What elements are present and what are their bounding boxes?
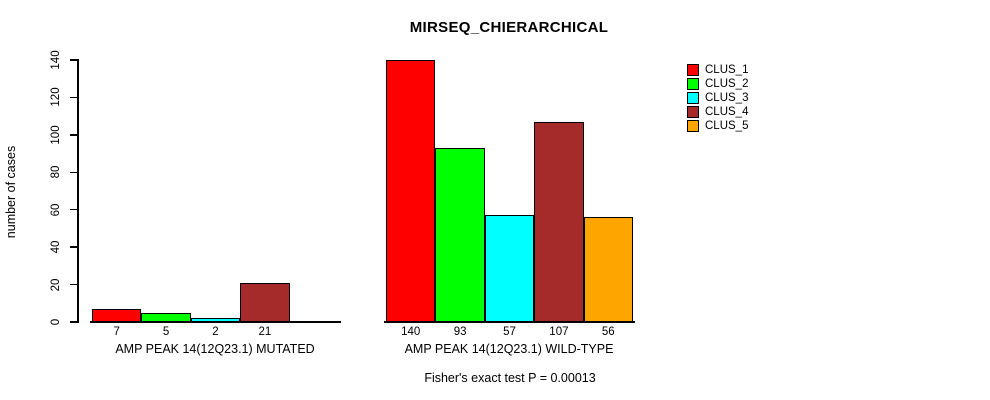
bar-clus_2 <box>435 148 485 322</box>
legend-item-label: CLUS_2 <box>705 78 749 90</box>
bar-value-label: 5 <box>162 326 170 338</box>
bar-clus_3 <box>190 318 241 322</box>
bar-clus_5 <box>583 217 633 322</box>
bar-clus_4 <box>534 122 584 322</box>
bar-value-label: 93 <box>453 326 467 338</box>
y-tick <box>70 96 78 99</box>
legend-item-label: CLUS_1 <box>705 64 749 76</box>
y-tick-label: 140 <box>50 50 62 70</box>
x-axis-label-wild-type: AMP PEAK 14(12Q23.1) WILD-TYPE <box>404 342 614 356</box>
y-tick-label: 0 <box>50 318 62 326</box>
y-axis-label: number of cases <box>4 145 18 239</box>
bar-value-label: 57 <box>503 326 516 338</box>
legend-item: CLUS_1 <box>687 63 748 77</box>
bar-clus_1 <box>92 309 142 322</box>
bar-clus_1 <box>386 60 436 322</box>
y-tick <box>70 171 78 174</box>
bar-value-label: 56 <box>601 326 615 338</box>
y-axis-line <box>77 59 79 323</box>
bar-value-label: 140 <box>401 326 421 338</box>
bar-clus_3 <box>484 215 535 322</box>
x-axis-line <box>384 321 635 323</box>
y-tick <box>70 134 78 136</box>
bar-clus_2 <box>141 313 191 322</box>
y-tick-label: 120 <box>50 87 62 108</box>
x-axis-line <box>90 321 341 323</box>
legend: CLUS_1 CLUS_2 CLUS_3 CLUS_4 CLUS_5 <box>687 63 748 133</box>
y-tick <box>70 208 78 211</box>
bar-value-label: 7 <box>113 326 120 338</box>
bar-value-label: 2 <box>212 326 219 338</box>
y-tick-label: 20 <box>50 278 62 291</box>
legend-item: CLUS_3 <box>687 91 748 105</box>
x-axis-label-mutated: AMP PEAK 14(12Q23.1) MUTATED <box>115 342 315 356</box>
y-tick <box>70 59 78 61</box>
y-tick-label: 80 <box>50 165 62 179</box>
y-tick <box>70 283 78 286</box>
bar-value-label: 107 <box>549 326 569 338</box>
y-tick-label: 100 <box>50 125 62 145</box>
legend-swatch-clus_4 <box>687 106 699 118</box>
legend-item: CLUS_4 <box>687 105 748 119</box>
fisher-test-annotation: Fisher's exact test P = 0.00013 <box>424 371 596 385</box>
legend-item-label: CLUS_3 <box>705 92 749 104</box>
legend-item-label: CLUS_5 <box>705 120 749 132</box>
y-tick <box>70 246 78 248</box>
y-tick-label: 60 <box>50 203 62 217</box>
legend-swatch-clus_2 <box>687 78 699 90</box>
bar-clus_4 <box>240 283 290 322</box>
bar-value-label: 21 <box>258 326 272 338</box>
legend-swatch-clus_5 <box>687 120 699 132</box>
legend-item: CLUS_2 <box>687 77 748 91</box>
y-tick <box>70 321 78 323</box>
legend-swatch-clus_3 <box>687 92 699 104</box>
y-tick-label: 40 <box>50 240 62 254</box>
chart-title: MIRSEQ_CHIERARCHICAL <box>409 19 609 36</box>
legend-item: CLUS_5 <box>687 119 748 133</box>
legend-item-label: CLUS_4 <box>705 106 749 118</box>
legend-swatch-clus_1 <box>687 64 699 76</box>
